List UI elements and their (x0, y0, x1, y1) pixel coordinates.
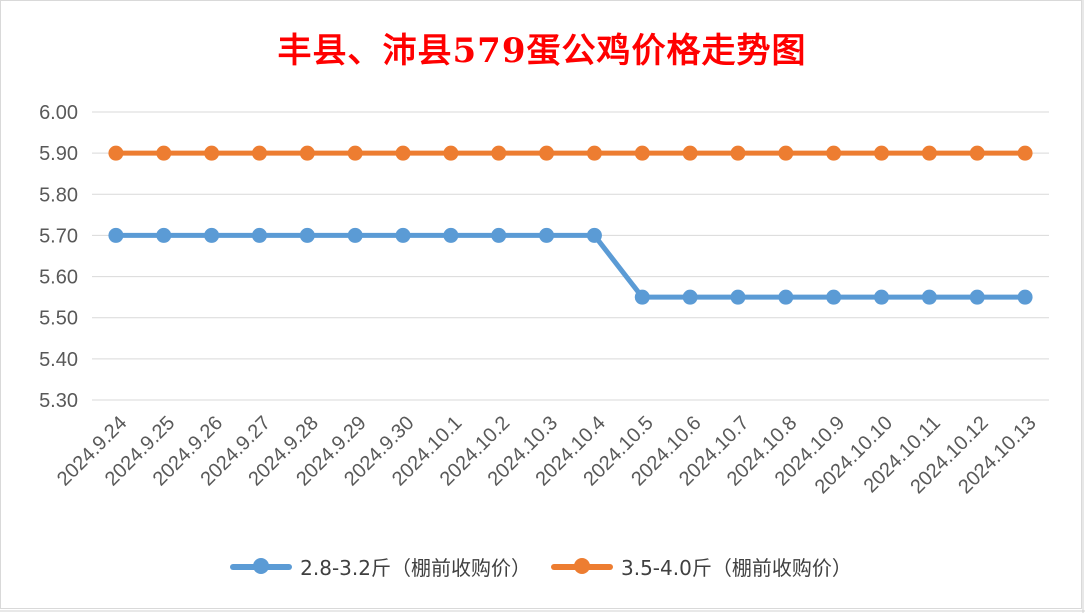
chart-title: 丰县、沛县579蛋公鸡价格走势图 (277, 31, 807, 71)
data-point-series-1 (778, 289, 794, 305)
data-point-series-2 (874, 145, 890, 161)
series-line-1 (113, 232, 1028, 300)
data-point-series-1 (634, 289, 650, 305)
data-point-series-2 (204, 145, 220, 161)
data-point-series-2 (347, 145, 363, 161)
data-point-series-1 (682, 289, 698, 305)
legend-label-series-1: 2.8-3.2斤（棚前收购价） (300, 556, 531, 580)
data-point-series-1 (921, 289, 937, 305)
data-point-series-2 (108, 145, 124, 161)
data-point-series-1 (299, 227, 315, 243)
y-tick-label: 5.40 (39, 349, 78, 371)
data-point-series-2 (682, 145, 698, 161)
legend-item-series-1: 2.8-3.2斤（棚前收购价） (230, 552, 531, 581)
y-tick-label: 5.50 (39, 308, 78, 330)
data-point-series-2 (156, 145, 172, 161)
data-point-series-1 (874, 289, 890, 305)
data-point-series-1 (586, 227, 602, 243)
data-point-series-1 (826, 289, 842, 305)
data-point-series-2 (491, 145, 507, 161)
legend-item-series-2: 3.5-4.0斤（棚前收购价） (551, 552, 852, 581)
data-point-series-2 (634, 145, 650, 161)
data-point-series-1 (491, 227, 507, 243)
data-point-series-2 (586, 145, 602, 161)
data-point-series-1 (108, 227, 124, 243)
data-point-series-2 (395, 145, 411, 161)
data-point-series-2 (730, 145, 746, 161)
legend-marker-series-2 (551, 557, 613, 574)
data-point-series-1 (204, 227, 220, 243)
legend: 2.8-3.2斤（棚前收购价） 3.5-4.0斤（棚前收购价） (0, 552, 1082, 581)
data-point-series-1 (347, 227, 363, 243)
data-point-series-2 (539, 145, 555, 161)
legend-label-series-2: 3.5-4.0斤（棚前收购价） (621, 556, 852, 580)
data-point-series-1 (251, 227, 267, 243)
data-point-series-2 (778, 145, 794, 161)
data-point-series-1 (443, 227, 459, 243)
data-point-series-1 (156, 227, 172, 243)
y-tick-label: 5.70 (39, 225, 78, 247)
y-tick-label: 5.80 (39, 184, 78, 206)
data-point-series-1 (730, 289, 746, 305)
data-point-series-2 (443, 145, 459, 161)
data-point-series-2 (826, 145, 842, 161)
data-point-series-2 (251, 145, 267, 161)
data-point-series-2 (921, 145, 937, 161)
data-point-series-2 (1017, 145, 1033, 161)
y-tick-label: 5.30 (39, 390, 78, 412)
legend-marker-series-1 (230, 557, 293, 574)
data-point-series-1 (395, 227, 411, 243)
data-point-series-2 (969, 145, 985, 161)
y-tick-label: 6.00 (39, 102, 78, 124)
y-tick-label: 5.60 (39, 267, 78, 289)
y-tick-label: 5.90 (39, 143, 78, 165)
data-point-series-1 (1017, 289, 1033, 305)
data-point-series-1 (539, 227, 555, 243)
data-point-series-1 (969, 289, 985, 305)
data-point-series-2 (299, 145, 315, 161)
